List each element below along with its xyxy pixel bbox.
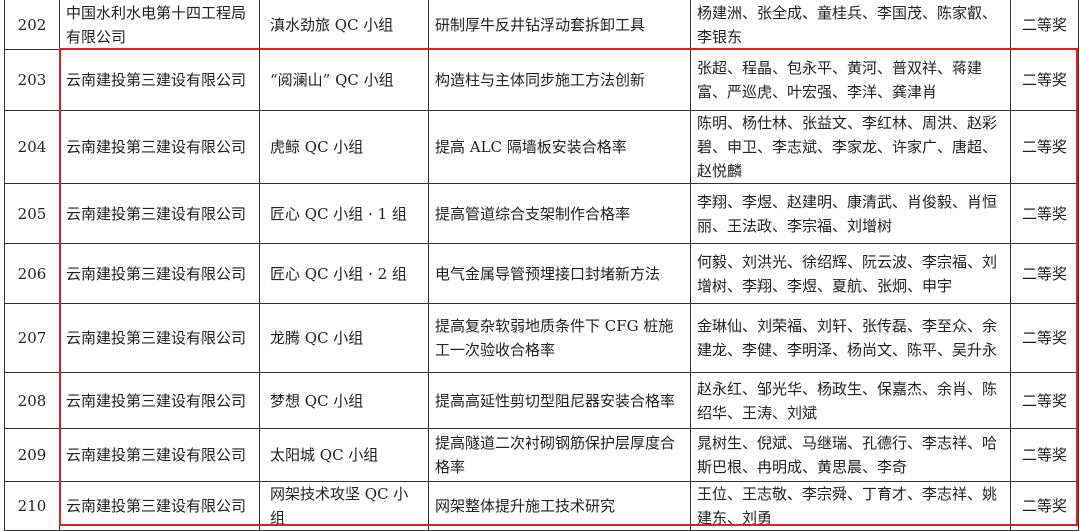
- table-row: 207 云南建投第三建设有限公司 龙腾 QC 小组 提高复杂软弱地质条件下 CFG 桩…: [4, 303, 1079, 373]
- organization-cell: 云南建投第三建设有限公司: [59, 372, 260, 429]
- award-level-cell: 二等奖: [1010, 183, 1079, 244]
- award-level-cell: 二等奖: [1010, 481, 1079, 531]
- table-row: 202 中国水利水电第十四工程局有限公司 滇水劲旅 QC 小组 研制厚牛反井钻浮动套拆…: [4, 0, 1079, 50]
- award-level-cell: 二等奖: [1010, 49, 1079, 111]
- members-cell: 金琳仙、刘荣福、刘轩、张传磊、李至众、余建龙、李健、李明泽、杨尚文、陈平、吴升永: [690, 303, 1011, 373]
- table-row: 210 云南建投第三建设有限公司 网架技术攻坚 QC 小组 网架整体提升施工技术研究王…: [4, 481, 1079, 531]
- organization-cell: 中国水利水电第十四工程局有限公司: [59, 0, 260, 50]
- project-topic-cell: 提高隧道二次衬砌钢筋保护层厚度合格率: [428, 428, 691, 482]
- row-number-cell: 207: [4, 303, 60, 373]
- organization-cell: 云南建投第三建设有限公司: [59, 110, 260, 184]
- team-name-cell: 梦想 QC 小组: [259, 372, 429, 429]
- members-cell: 赵永红、邹光华、杨政生、保嘉杰、余肖、陈绍华、王涛、刘斌: [690, 372, 1011, 429]
- team-name-cell: 虎鲸 QC 小组: [259, 110, 429, 184]
- row-number-cell: 210: [4, 481, 60, 531]
- row-number-cell: 209: [4, 428, 60, 482]
- row-number-cell: 202: [4, 0, 60, 50]
- project-topic-cell: 构造柱与主体同步施工方法创新: [428, 49, 691, 111]
- table-row: 203 云南建投第三建设有限公司 “阅澜山” QC 小组 构造柱与主体同步施工方法创新…: [4, 49, 1079, 111]
- project-topic-cell: 提高高延性剪切型阻尼器安装合格率: [428, 372, 691, 429]
- project-topic-cell: 提高管道综合支架制作合格率: [428, 183, 691, 244]
- project-topic-cell: 电气金属导管预埋接口封堵新方法: [428, 243, 691, 304]
- organization-cell: 云南建投第三建设有限公司: [59, 303, 260, 373]
- award-level-cell: 二等奖: [1010, 110, 1079, 184]
- organization-cell: 云南建投第三建设有限公司: [59, 243, 260, 304]
- members-cell: 何毅、刘洪光、徐绍辉、阮云波、李宗福、刘增树、李翔、李煜、夏航、张炯、申宇: [690, 243, 1011, 304]
- award-level-cell: 二等奖: [1010, 303, 1079, 373]
- team-name-cell: 匠心 QC 小组 · 2 组: [259, 243, 429, 304]
- members-cell: 李翔、李煜、赵建明、康清武、肖俊毅、肖恒丽、王法政、李宗福、刘增树: [690, 183, 1011, 244]
- row-number-cell: 206: [4, 243, 60, 304]
- award-level-cell: 二等奖: [1010, 0, 1079, 50]
- row-number-cell: 204: [4, 110, 60, 184]
- team-name-cell: 匠心 QC 小组 · 1 组: [259, 183, 429, 244]
- members-cell: 王位、王志敬、李宗舜、丁育才、李志祥、姚建东、刘勇: [690, 481, 1011, 531]
- organization-cell: 云南建投第三建设有限公司: [59, 49, 260, 111]
- team-name-cell: “阅澜山” QC 小组: [259, 49, 429, 111]
- organization-cell: 云南建投第三建设有限公司: [59, 481, 260, 531]
- organization-cell: 云南建投第三建设有限公司: [59, 183, 260, 244]
- table-row: 209 云南建投第三建设有限公司 太阳城 QC 小组 提高隧道二次衬砌钢筋保护层厚度合…: [4, 428, 1079, 482]
- project-topic-cell: 研制厚牛反井钻浮动套拆卸工具: [428, 0, 691, 50]
- project-topic-cell: 网架整体提升施工技术研究: [428, 481, 691, 531]
- members-cell: 张超、程晶、包永平、黄河、普双祥、蒋建富、严巡虎、叶宏强、李洋、龚津肖: [690, 49, 1011, 111]
- members-cell: 晁树生、倪斌、马继瑞、孔德行、李志祥、哈斯巴根、冉明成、黄思晨、李奇: [690, 428, 1011, 482]
- team-name-cell: 滇水劲旅 QC 小组: [259, 0, 429, 50]
- project-topic-cell: 提高 ALC 隔墙板安装合格率: [428, 110, 691, 184]
- team-name-cell: 龙腾 QC 小组: [259, 303, 429, 373]
- members-cell: 陈明、杨仕林、张益文、李红林、周洪、赵彩碧、申卫、李志斌、李家龙、许家广、唐超、…: [690, 110, 1011, 184]
- award-level-cell: 二等奖: [1010, 428, 1079, 482]
- table-row: 206 云南建投第三建设有限公司 匠心 QC 小组 · 2 组电气金属导管预埋接口封…: [4, 243, 1079, 304]
- awards-table: 202 中国水利水电第十四工程局有限公司 滇水劲旅 QC 小组 研制厚牛反井钻浮动套拆…: [4, 0, 1079, 531]
- award-level-cell: 二等奖: [1010, 372, 1079, 429]
- table-row: 208 云南建投第三建设有限公司 梦想 QC 小组 提高高延性剪切型阻尼器安装合格率赵…: [4, 372, 1079, 429]
- table-row: 205 云南建投第三建设有限公司 匠心 QC 小组 · 1 组提高管道综合支架制作合…: [4, 183, 1079, 244]
- row-number-cell: 205: [4, 183, 60, 244]
- project-topic-cell: 提高复杂软弱地质条件下 CFG 桩施工一次验收合格率: [428, 303, 691, 373]
- award-level-cell: 二等奖: [1010, 243, 1079, 304]
- row-number-cell: 203: [4, 49, 60, 111]
- table-row: 204 云南建投第三建设有限公司 虎鲸 QC 小组 提高 ALC 隔墙板安装合格率 陈明…: [4, 110, 1079, 184]
- members-cell: 杨建洲、张全成、童桂兵、李国茂、陈家叡、李银东: [690, 0, 1011, 50]
- team-name-cell: 太阳城 QC 小组: [259, 428, 429, 482]
- row-number-cell: 208: [4, 372, 60, 429]
- organization-cell: 云南建投第三建设有限公司: [59, 428, 260, 482]
- team-name-cell: 网架技术攻坚 QC 小组: [259, 481, 429, 531]
